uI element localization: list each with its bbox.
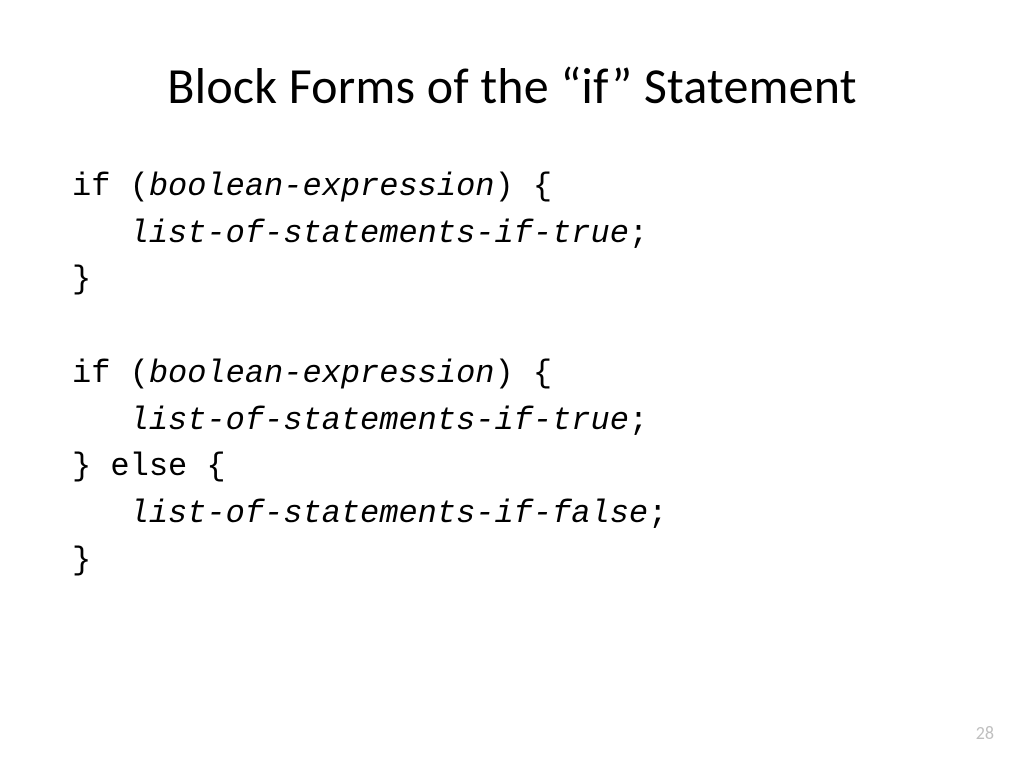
- code-keyword: [72, 215, 130, 252]
- slide-title: Block Forms of the “if” Statement: [0, 56, 1024, 117]
- code-line: list-of-statements-if-true;: [72, 211, 952, 258]
- code-keyword: }: [72, 261, 91, 298]
- code-placeholder: boolean-expression: [149, 355, 495, 392]
- code-line: if (boolean-expression) {: [72, 351, 952, 398]
- code-line: if (boolean-expression) {: [72, 164, 952, 211]
- code-placeholder: boolean-expression: [149, 168, 495, 205]
- code-keyword: ;: [648, 495, 667, 532]
- code-line: list-of-statements-if-false;: [72, 491, 952, 538]
- code-line: } else {: [72, 444, 952, 491]
- code-keyword: if (: [72, 168, 149, 205]
- code-keyword: [72, 495, 130, 532]
- code-line: }: [72, 538, 952, 585]
- code-keyword: ) {: [494, 168, 552, 205]
- code-keyword: if (: [72, 355, 149, 392]
- code-placeholder: list-of-statements-if-true: [130, 215, 629, 252]
- code-placeholder: list-of-statements-if-false: [130, 495, 648, 532]
- code-keyword: } else {: [72, 448, 226, 485]
- code-keyword: }: [72, 542, 91, 579]
- code-line: list-of-statements-if-true;: [72, 398, 952, 445]
- slide: Block Forms of the “if” Statement if (bo…: [0, 0, 1024, 768]
- code-keyword: ;: [629, 402, 648, 439]
- code-placeholder: list-of-statements-if-true: [130, 402, 629, 439]
- code-line: [72, 304, 952, 351]
- code-keyword: ;: [629, 215, 648, 252]
- code-keyword: ) {: [494, 355, 552, 392]
- code-block: if (boolean-expression) { list-of-statem…: [72, 164, 952, 584]
- code-keyword: [72, 402, 130, 439]
- page-number: 28: [976, 722, 994, 744]
- code-line: }: [72, 257, 952, 304]
